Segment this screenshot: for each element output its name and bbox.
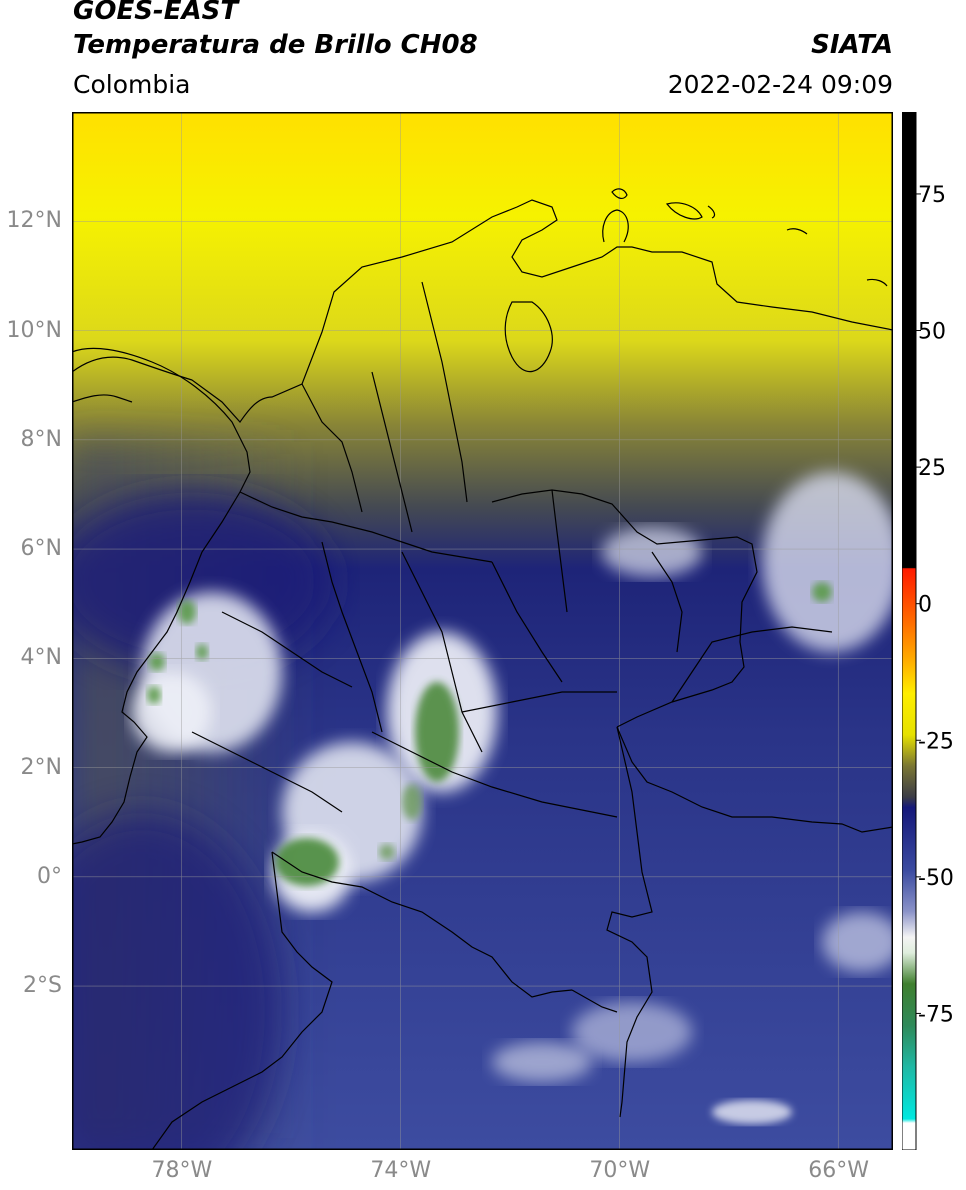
colorbar-ticks: 75 50 25 0 -25 -50 -75 bbox=[916, 183, 954, 1027]
lat-tick-label: 4°N bbox=[20, 645, 62, 671]
lon-tick-label: 66°W bbox=[808, 1158, 870, 1183]
lat-tick-label: 12°N bbox=[6, 208, 62, 234]
lat-tick-label: 10°N bbox=[6, 317, 62, 343]
colorbar: 75 50 25 0 -25 -50 -75 bbox=[902, 112, 954, 1150]
lat-tick-label: 2°N bbox=[20, 754, 62, 780]
lat-tick-label: 8°N bbox=[20, 426, 62, 452]
satellite-map bbox=[72, 112, 893, 1150]
colorbar-gradient bbox=[902, 112, 917, 1150]
colorbar-tick-label: -75 bbox=[918, 1002, 954, 1027]
timestamp-label: 2022-02-24 09:09 bbox=[667, 70, 893, 99]
map-frame bbox=[72, 112, 893, 1150]
graticule bbox=[72, 112, 893, 1150]
satellite-title: GOES-EAST bbox=[73, 0, 239, 26]
colorbar-tick-label: 50 bbox=[918, 320, 946, 345]
lat-tick-label: 0° bbox=[37, 863, 62, 889]
colorbar-tick-label: 75 bbox=[918, 183, 946, 208]
agency-label: SIATA bbox=[811, 30, 893, 60]
political-borders bbox=[72, 188, 893, 1150]
lon-tick-label: 78°W bbox=[151, 1158, 213, 1183]
product-title: Temperatura de Brillo CH08 bbox=[73, 30, 478, 60]
colorbar-tick-label: -25 bbox=[918, 729, 954, 754]
colorbar-tick-label: 0 bbox=[918, 593, 932, 618]
colorbar-tick-label: 25 bbox=[918, 456, 946, 481]
lon-tick-label: 70°W bbox=[589, 1158, 651, 1183]
region-label: Colombia bbox=[73, 70, 191, 99]
lat-tick-label: 2°S bbox=[23, 973, 62, 999]
lat-tick-label: 6°N bbox=[20, 536, 62, 562]
colorbar-tick-label: -50 bbox=[918, 866, 954, 891]
lon-tick-label: 74°W bbox=[370, 1158, 432, 1183]
